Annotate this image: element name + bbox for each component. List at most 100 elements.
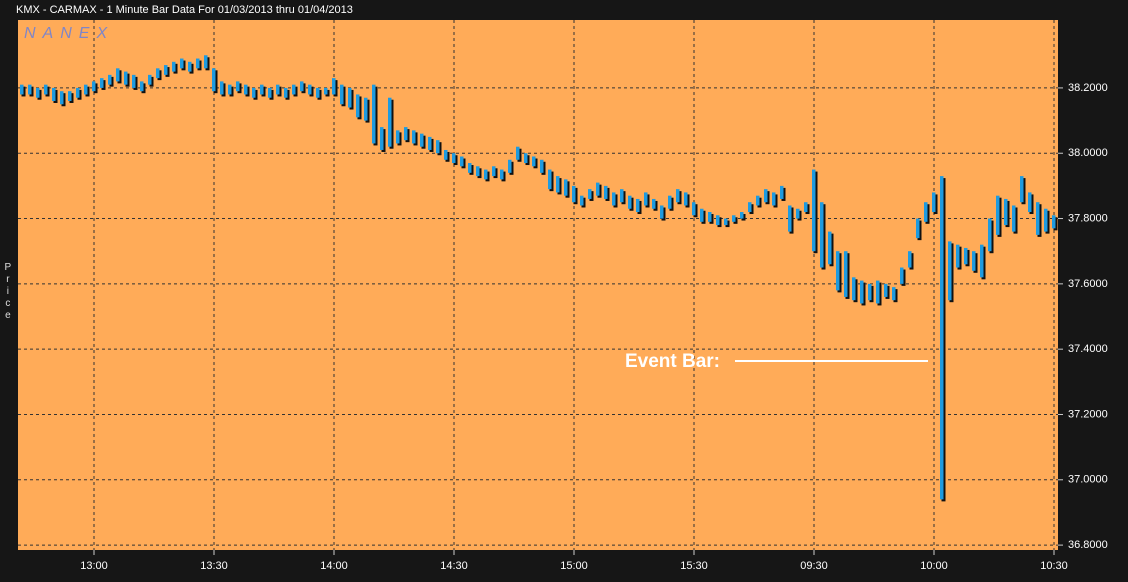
bar [244,84,248,95]
bar [260,84,264,95]
bar [468,163,472,173]
bar [404,127,408,141]
bar [452,153,456,164]
bar [596,182,600,196]
bar [84,84,88,95]
bar [820,202,824,268]
bar [308,84,312,95]
y-tick-label: 38.0000 [1068,147,1108,159]
bar [36,87,40,98]
bar [60,91,64,105]
bar [180,58,184,69]
y-tick-label: 37.6000 [1068,278,1108,290]
bar [748,202,752,213]
bar [484,169,488,180]
bar [132,74,136,88]
bar [996,195,1000,235]
bar [740,212,744,219]
bar [716,215,720,226]
x-tick-label: 14:00 [320,560,348,572]
x-tick-label: 14:30 [440,560,468,572]
bar [764,189,768,203]
bar [212,68,216,92]
bar [524,153,528,164]
x-tick-label: 13:30 [200,560,228,572]
bar [196,58,200,69]
bar [628,195,632,209]
bar [532,156,536,167]
bar [372,84,376,144]
bar [356,94,360,118]
bar [972,251,976,271]
bar [684,192,688,206]
bar [980,244,984,278]
bar [228,84,232,95]
bar [588,189,592,199]
y-tick-label: 37.4000 [1068,343,1108,355]
x-tick-label: 15:00 [560,560,588,572]
bar [892,287,896,301]
bar [396,130,400,144]
bar [1028,192,1032,213]
bar [660,205,664,219]
bar [604,185,608,199]
bar [964,247,968,265]
x-tick-label: 15:30 [680,560,708,572]
bar [724,218,728,226]
bar [1012,205,1016,232]
bar [204,55,208,69]
bar [412,130,416,144]
bar [756,195,760,206]
y-axis-label: Price [2,262,13,322]
bar [476,166,480,177]
bar [612,192,616,206]
bar [148,74,152,85]
y-tick-label: 37.8000 [1068,212,1108,224]
bar [444,149,448,160]
annotation: Event Bar: [625,351,720,372]
bar [300,81,304,92]
bar [324,87,328,95]
bar [124,71,128,85]
bar [548,169,552,190]
bar [388,97,392,147]
bar [572,185,576,203]
bar [1020,176,1024,203]
marks [18,20,1058,550]
y-tick-label: 38.2000 [1068,82,1108,94]
bar [940,176,944,500]
bar [836,251,840,291]
bar [828,231,832,265]
bar [884,283,888,297]
bar [700,208,704,222]
watermark: NANEX [24,25,114,42]
bar [276,84,280,95]
bar [916,218,920,239]
bar [508,159,512,173]
bar [428,136,432,150]
chart-title: KMX - CARMAX - 1 Minute Bar Data For 01/… [16,4,353,16]
bar [268,87,272,98]
bar [420,133,424,147]
bar [76,87,80,98]
bar [284,87,288,98]
bar [140,81,144,92]
bar [780,185,784,199]
bar [948,241,952,301]
y-tick-label: 37.0000 [1068,474,1108,486]
x-tick-label: 10:00 [920,560,948,572]
bar [44,84,48,95]
bar [68,91,72,101]
bar [1052,215,1056,229]
bar [292,84,296,95]
bar [956,244,960,268]
bar [492,166,496,177]
bar [220,81,224,95]
bar [236,81,240,92]
bar [340,84,344,105]
bar [172,61,176,72]
bar [692,202,696,216]
y-tick-label: 37.2000 [1068,408,1108,420]
bar [348,87,352,108]
